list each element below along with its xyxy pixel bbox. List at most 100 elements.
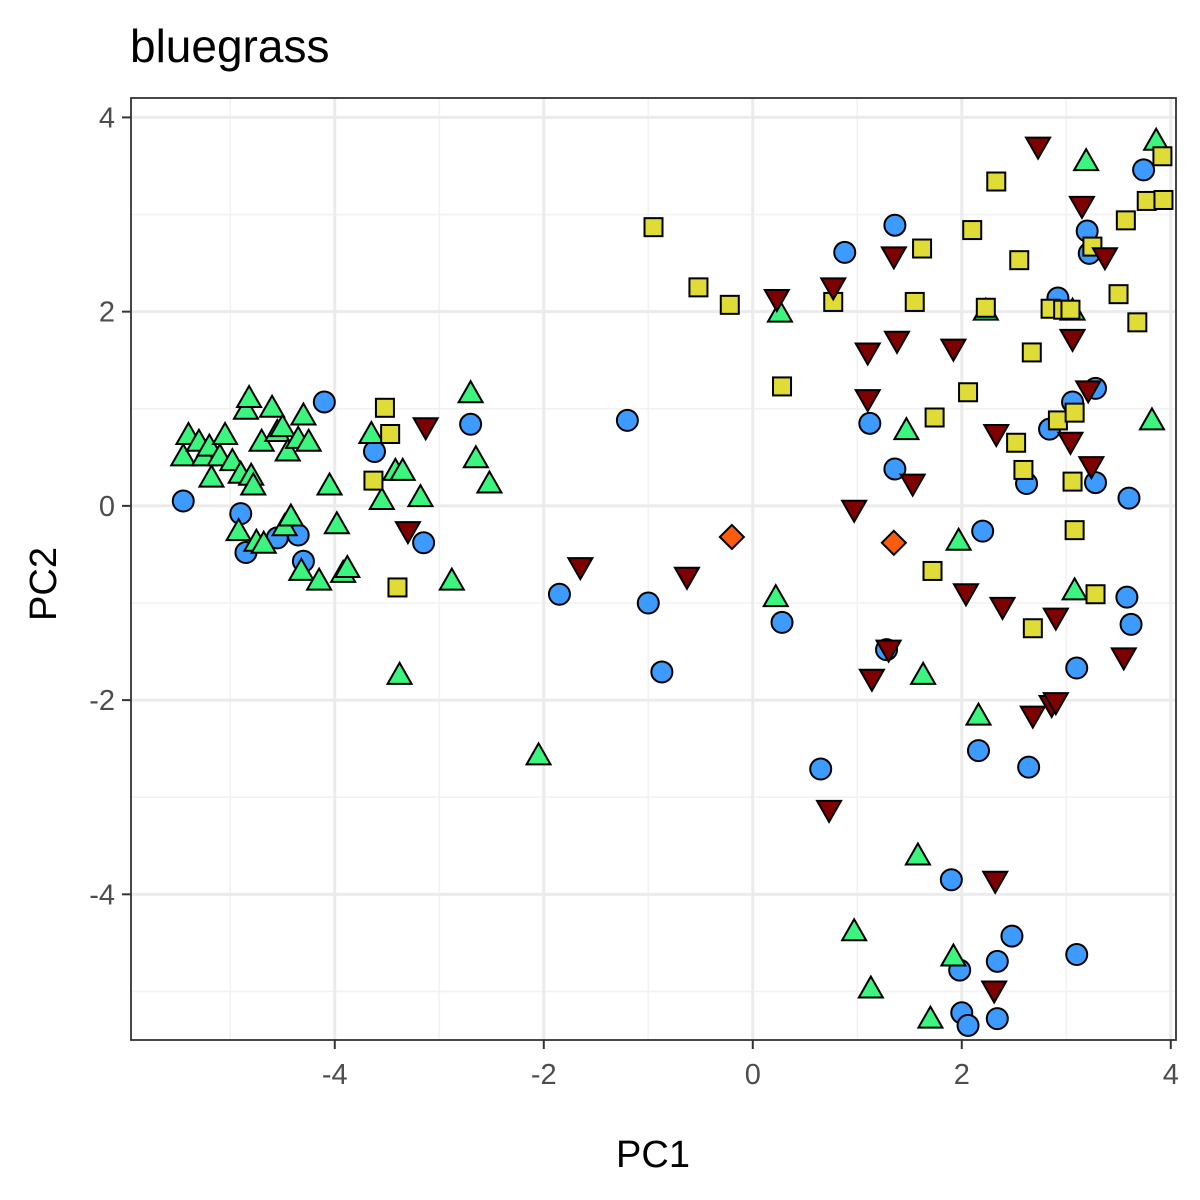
square-point bbox=[1062, 471, 1083, 492]
circle-point bbox=[171, 489, 195, 513]
triangle-up-point bbox=[211, 420, 239, 445]
triangle-down-point bbox=[982, 424, 1010, 449]
triangle-down-point bbox=[763, 289, 791, 314]
circle-point bbox=[459, 412, 483, 436]
triangle-down-point bbox=[1091, 247, 1119, 272]
triangle-down-point bbox=[394, 521, 422, 546]
diamond-point bbox=[880, 529, 908, 557]
circle-point bbox=[858, 411, 882, 435]
circle-point bbox=[985, 949, 1009, 973]
circle-point bbox=[1132, 158, 1156, 182]
circle-point bbox=[966, 739, 990, 763]
triangle-up-point bbox=[475, 469, 504, 494]
triangle-up-point bbox=[232, 395, 260, 420]
triangle-up-point bbox=[524, 741, 553, 766]
circle-point bbox=[1017, 755, 1041, 779]
triangle-up-point bbox=[939, 942, 968, 967]
triangle-up-point bbox=[1072, 147, 1100, 172]
square-point bbox=[1009, 250, 1030, 271]
square-point bbox=[719, 294, 740, 315]
chart-title: bluegrass bbox=[130, 20, 329, 72]
triangle-down-point bbox=[1042, 692, 1070, 717]
square-point bbox=[958, 382, 979, 403]
circle-point bbox=[362, 439, 386, 463]
triangle-down-point bbox=[815, 799, 843, 824]
triangle-up-point bbox=[388, 456, 417, 481]
triangle-up-point bbox=[385, 660, 414, 685]
triangle-down-series bbox=[394, 136, 1138, 1005]
circle-point bbox=[615, 408, 639, 432]
square-point bbox=[1021, 342, 1042, 363]
triangle-up-point bbox=[235, 384, 263, 409]
square-point bbox=[1115, 210, 1136, 231]
circle-point bbox=[1065, 656, 1089, 680]
square-point bbox=[772, 376, 793, 397]
circle-point bbox=[1115, 585, 1139, 609]
circle-point bbox=[883, 213, 907, 237]
triangle-down-point bbox=[673, 566, 701, 591]
triangle-down-point bbox=[854, 342, 882, 367]
triangle-up-point bbox=[904, 841, 932, 866]
triangle-up-point bbox=[964, 701, 993, 726]
square-series bbox=[363, 146, 1174, 639]
triangle-up-point bbox=[268, 413, 297, 438]
square-point bbox=[1022, 618, 1043, 639]
square-point bbox=[643, 217, 664, 238]
triangle-up-point bbox=[258, 393, 286, 418]
circle-point bbox=[1000, 924, 1024, 948]
triangle-up-point bbox=[239, 471, 267, 496]
square-point bbox=[363, 470, 384, 491]
x-tick-label: -4 bbox=[322, 1059, 348, 1091]
square-point bbox=[1153, 189, 1174, 210]
triangle-down-point bbox=[854, 389, 882, 414]
square-point bbox=[1006, 432, 1027, 453]
square-point bbox=[975, 297, 996, 318]
triangle-down-point bbox=[1110, 647, 1138, 672]
triangle-down-point bbox=[1077, 456, 1106, 481]
x-tick-label: 2 bbox=[954, 1059, 970, 1091]
square-point bbox=[924, 407, 945, 428]
triangle-down-point bbox=[411, 417, 440, 442]
triangle-up-point bbox=[762, 583, 790, 608]
triangle-up-series bbox=[169, 126, 1170, 1029]
circle-point bbox=[809, 757, 833, 781]
square-point bbox=[962, 220, 983, 241]
triangle-down-point bbox=[1074, 380, 1102, 405]
triangle-up-point bbox=[438, 566, 466, 591]
triangle-up-point bbox=[287, 556, 316, 581]
triangle-up-point bbox=[289, 401, 318, 426]
x-tick-label: -2 bbox=[531, 1059, 557, 1091]
triangle-up-point bbox=[277, 502, 305, 527]
square-point bbox=[904, 291, 925, 312]
triangle-up-point bbox=[315, 471, 344, 496]
triangle-up-point bbox=[944, 526, 973, 551]
triangle-down-point bbox=[898, 473, 927, 498]
square-point bbox=[922, 560, 943, 581]
triangle-up-point bbox=[462, 444, 490, 469]
panel-border bbox=[130, 97, 1177, 1041]
triangle-up-point bbox=[456, 379, 485, 404]
triangle-down-point bbox=[840, 499, 868, 524]
triangle-up-point bbox=[909, 660, 937, 685]
triangle-up-point bbox=[224, 517, 253, 542]
triangle-up-point bbox=[368, 486, 396, 511]
triangle-down-point bbox=[939, 338, 968, 363]
triangle-down-point bbox=[952, 583, 980, 608]
square-point bbox=[1085, 584, 1106, 605]
square-point bbox=[1060, 299, 1081, 320]
x-tick-label: 0 bbox=[745, 1059, 761, 1091]
triangle-down-point bbox=[874, 639, 903, 664]
triangle-up-point bbox=[916, 1004, 945, 1029]
triangle-down-point bbox=[1058, 328, 1087, 353]
triangle-up-point bbox=[766, 298, 794, 323]
square-point bbox=[1136, 190, 1157, 211]
diamond-point bbox=[718, 523, 746, 551]
square-point bbox=[1064, 520, 1085, 541]
square-point bbox=[1064, 402, 1085, 423]
triangle-up-point bbox=[840, 917, 868, 942]
y-tick-label: -2 bbox=[89, 685, 115, 717]
circle-point bbox=[1084, 471, 1108, 495]
triangle-down-point bbox=[1068, 195, 1096, 220]
triangle-up-point bbox=[274, 437, 302, 462]
